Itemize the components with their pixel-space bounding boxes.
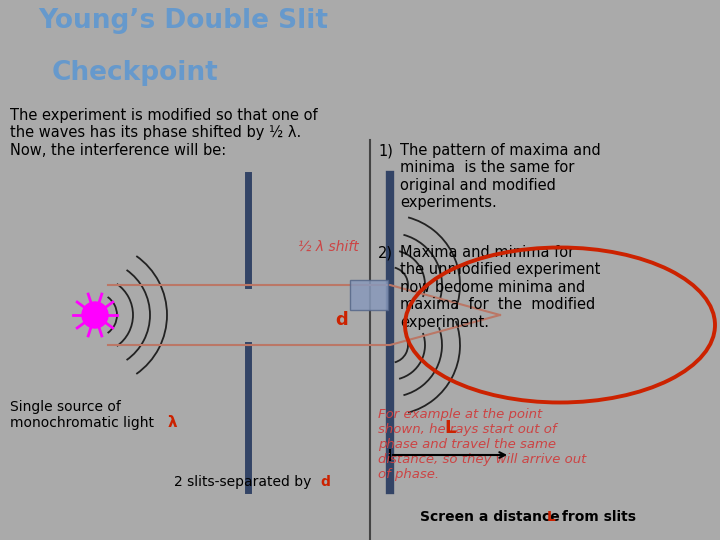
Text: 1): 1) xyxy=(378,143,393,158)
Text: For example at the point
shown, he rays start out of
phase and travel the same
d: For example at the point shown, he rays … xyxy=(378,408,586,481)
Text: L: L xyxy=(444,419,456,437)
Text: Young’s Double Slit: Young’s Double Slit xyxy=(38,8,328,34)
Circle shape xyxy=(82,302,108,328)
Text: L: L xyxy=(547,510,556,524)
Text: from slits: from slits xyxy=(557,510,636,524)
Text: d: d xyxy=(320,475,330,489)
Text: 2): 2) xyxy=(378,245,393,260)
Text: ½ λ shift: ½ λ shift xyxy=(298,240,359,254)
Text: Single source of
monochromatic light: Single source of monochromatic light xyxy=(10,400,158,430)
Text: The pattern of maxima and
minima  is the same for
original and modified
experime: The pattern of maxima and minima is the … xyxy=(400,143,600,210)
Text: Checkpoint: Checkpoint xyxy=(52,60,219,86)
Text: λ: λ xyxy=(168,415,178,430)
Bar xyxy=(350,280,388,310)
Text: d: d xyxy=(335,311,348,329)
Text: The experiment is modified so that one of
the waves has its phase shifted by ½ λ: The experiment is modified so that one o… xyxy=(10,108,318,158)
Text: 2 slits-separated by: 2 slits-separated by xyxy=(174,475,320,489)
Text: Maxima and minima for
the unmodified experiment
now become minima and
maxima  fo: Maxima and minima for the unmodified exp… xyxy=(400,245,600,329)
Text: Screen a distance: Screen a distance xyxy=(420,510,564,524)
